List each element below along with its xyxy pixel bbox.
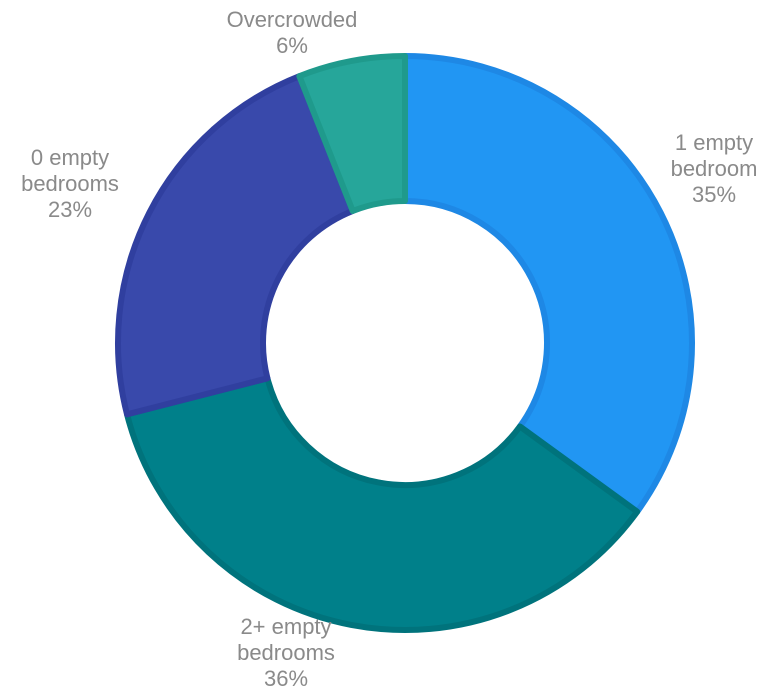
slice-category-label: 2+ empty [240,614,331,639]
slice-value-label: 6% [276,33,308,58]
slice-0-empty-bedrooms [115,73,356,418]
slice-label-1-empty-bedroom: 1 empty bedroom 35% [671,130,758,207]
donut-slices [115,53,695,633]
slice-category-label: bedrooms [237,640,335,665]
slice-label-2plus-empty-bedrooms: 2+ empty bedrooms 36% [237,614,335,691]
slice-label-0-empty-bedrooms: 0 empty bedrooms 23% [21,145,119,222]
slice-category-label: Overcrowded [227,7,358,32]
slice-category-label: bedroom [671,156,758,181]
donut-labels: 1 empty bedroom 35%2+ empty bedrooms 36%0 em… [21,7,757,691]
slice-value-label: 35% [692,182,736,207]
slice-category-label: bedrooms [21,171,119,196]
slice-value-label: 36% [264,666,308,691]
slice-value-label: 23% [48,197,92,222]
slice-1-empty-bedroom [402,53,695,515]
slice-label-overcrowded: Overcrowded 6% [227,7,358,58]
slice-category-label: 0 empty [31,145,109,170]
slice-category-label: 1 empty [675,130,753,155]
slice-overcrowded [296,53,408,214]
slice-2plus-empty-bedrooms [124,375,641,633]
